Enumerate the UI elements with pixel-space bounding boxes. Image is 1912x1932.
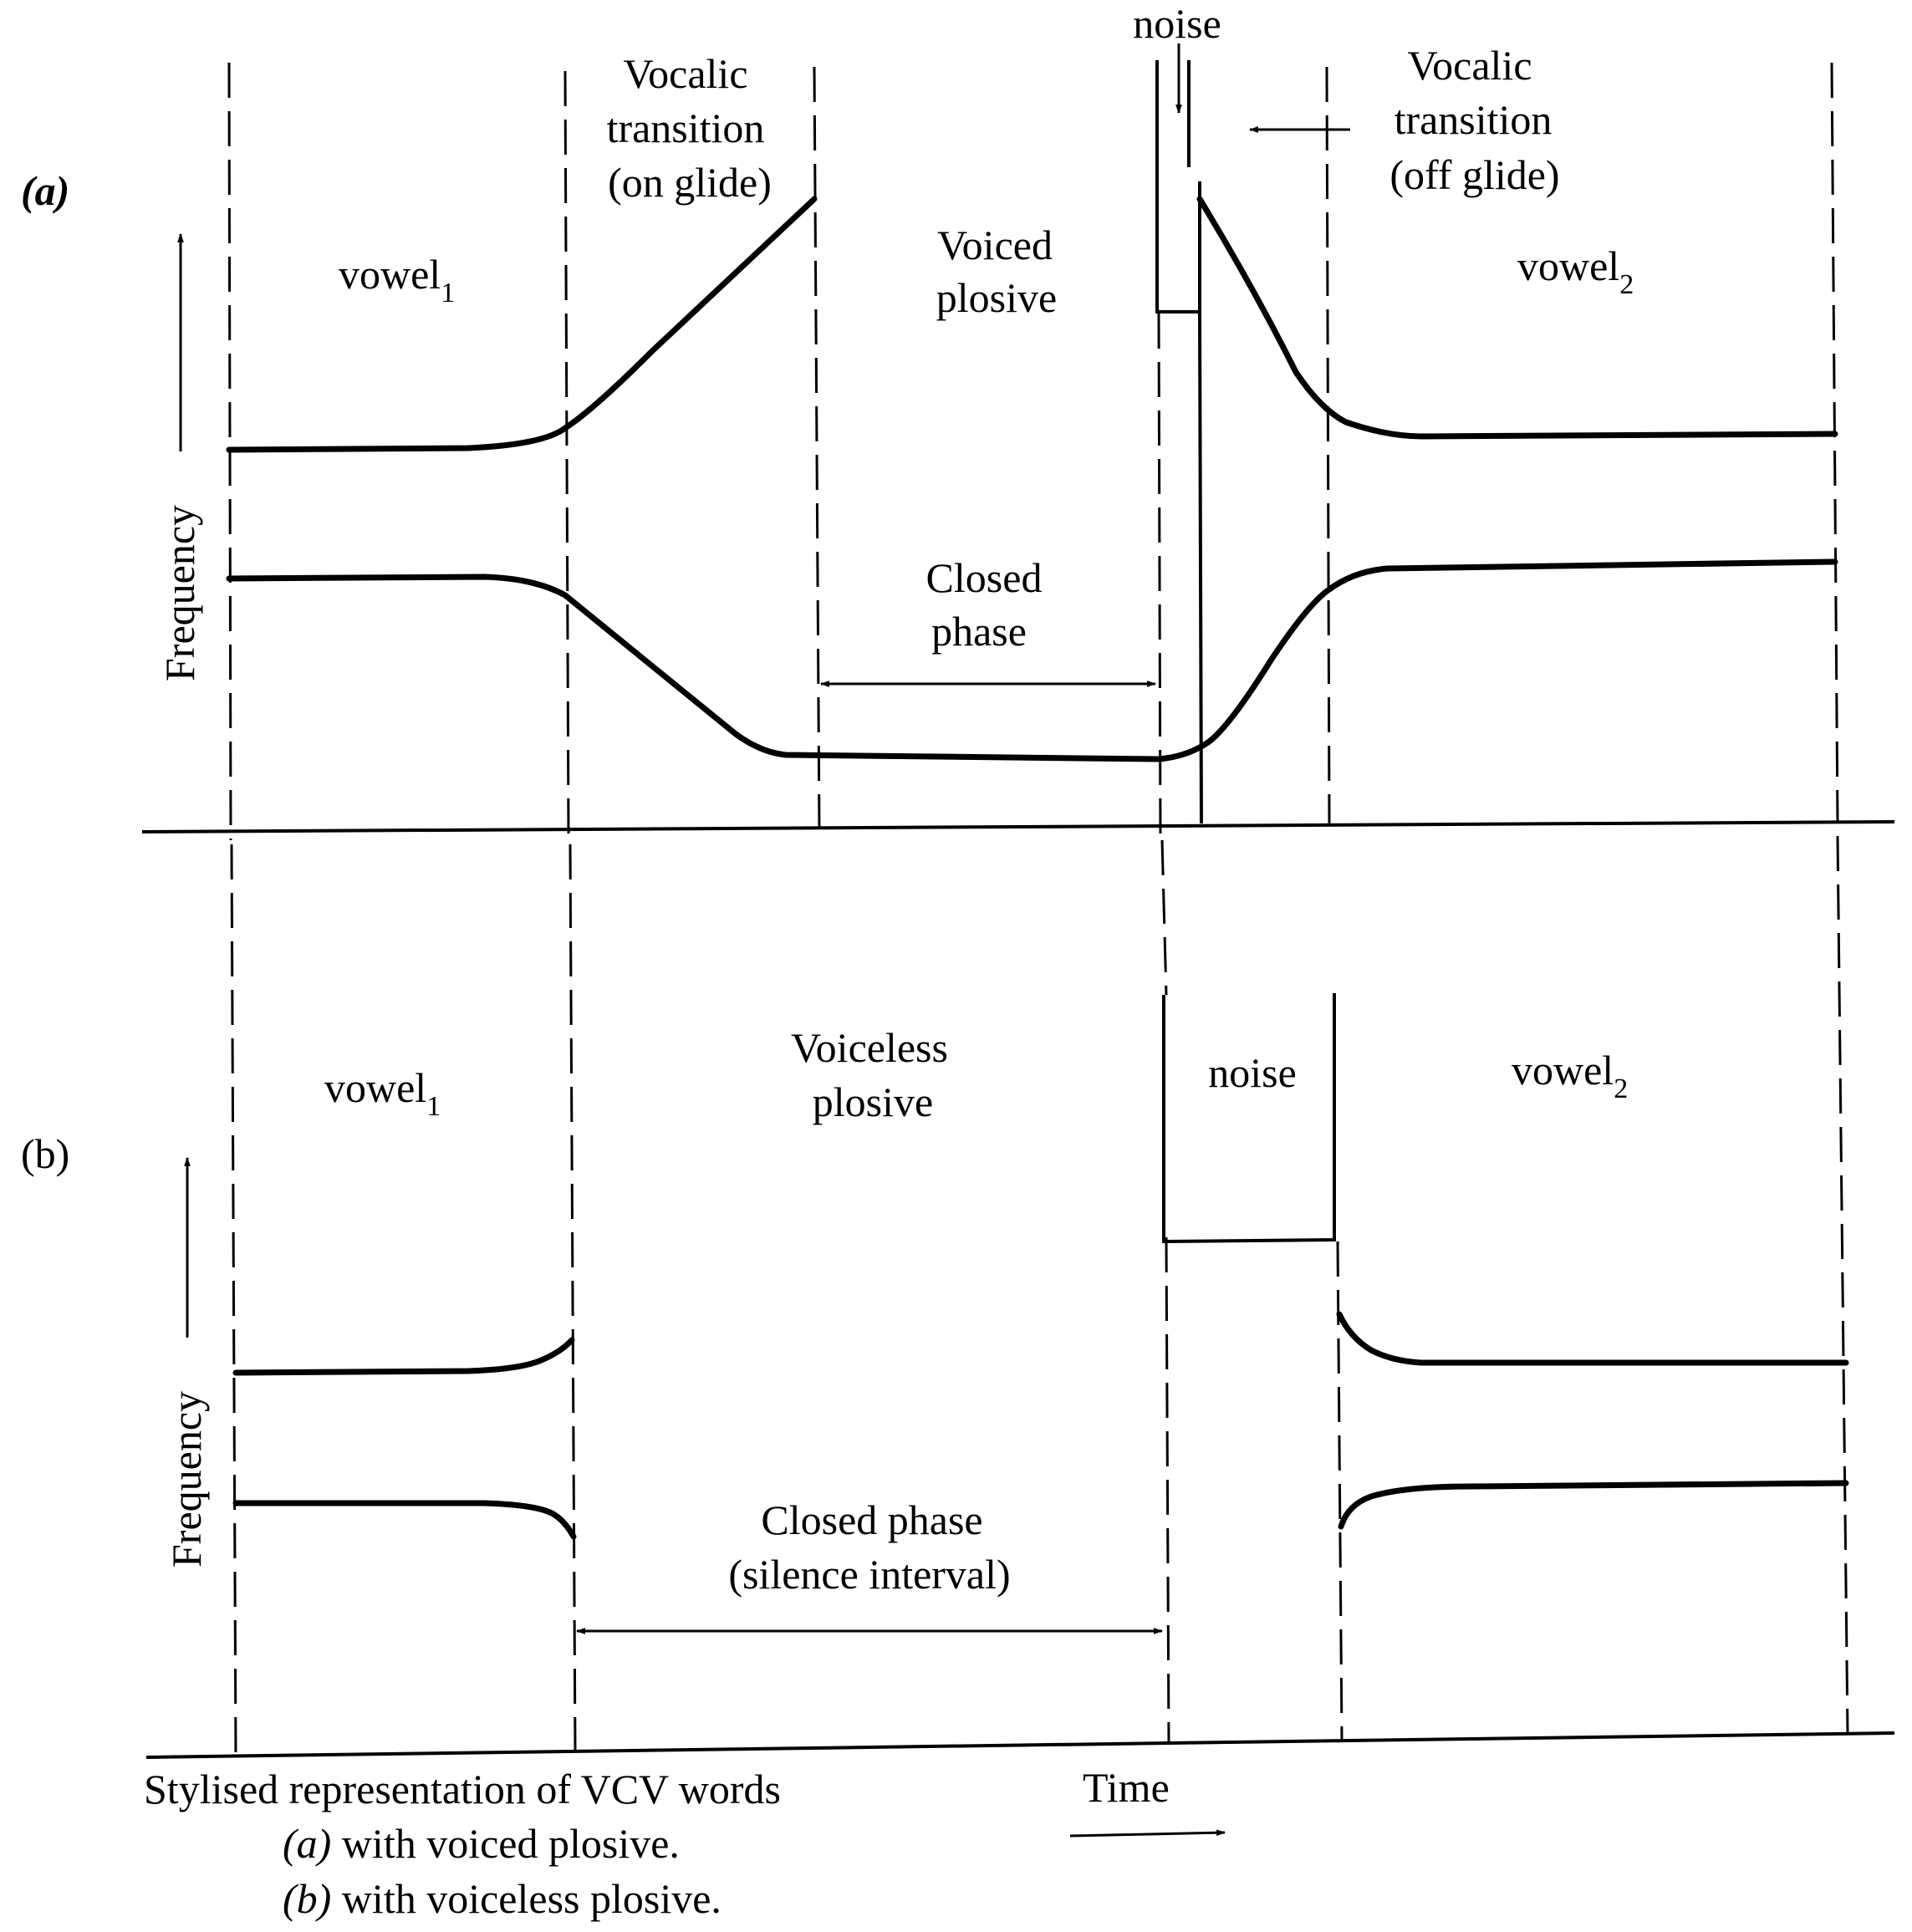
closed-phase-a-line-2: phase [931, 608, 1027, 655]
panel-a-closed-phase-label: Closed phase [926, 554, 1043, 655]
caption: Stylised representation of VCV words (a)… [144, 1766, 781, 1922]
panel-b: (b) Frequency vowel1 vowel2 Voiceless pl… [21, 835, 1895, 1759]
panel-a-boundary-4 [1157, 313, 1162, 841]
closed-phase-b-line-1: Closed phase [761, 1496, 982, 1543]
panel-b-tag: (b) [21, 1130, 69, 1177]
panel-b-formant-upper-left [232, 1337, 575, 1376]
panel-b-boundary-1 [230, 844, 237, 1756]
panel-a-noise-burst [1155, 60, 1201, 314]
voiced-plosive-line-1: Voiced [937, 222, 1053, 268]
voiced-plosive-line-2: plosive [936, 274, 1057, 321]
panel-a-on-glide-label: Vocalic transition (on glide) [607, 50, 772, 206]
caption-line-2: (a) with voiced plosive. [283, 1820, 680, 1867]
panel-b-boundary-6 [1836, 835, 1849, 1736]
panel-b-boundary-5 [1336, 1241, 1343, 1740]
panel-b-closed-phase-label: Closed phase (silence interval) [728, 1496, 1010, 1598]
panel-a-vowel2-label: vowel2 [1517, 242, 1634, 300]
off-glide-line-2: transition [1394, 96, 1553, 143]
time-axis-label: Time [1069, 1764, 1226, 1838]
closed-phase-a-line-1: Closed [926, 554, 1043, 601]
panel-a-off-glide-label: Vocalic transition (off glide) [1389, 42, 1559, 198]
panel-a-boundary-3 [813, 66, 821, 833]
voiceless-plosive-line-2: plosive [813, 1078, 933, 1125]
panel-a-boundary-6 [1325, 66, 1331, 824]
panel-b-ylabel: Frequency [163, 1391, 210, 1568]
panel-a-vowel1-label: vowel1 [339, 251, 455, 308]
panel-a-formant-upper [226, 196, 1838, 453]
time-label: Time [1083, 1764, 1170, 1811]
caption-line-1: Stylised representation of VCV words [144, 1766, 781, 1812]
off-glide-line-3: (off glide) [1389, 151, 1559, 198]
on-glide-line-1: Vocalic [623, 50, 747, 97]
panel-b-formant-lower-left [232, 1500, 577, 1540]
on-glide-line-2: transition [607, 105, 765, 151]
panel-b-voiceless-plosive-label: Voiceless plosive [791, 1024, 948, 1125]
panel-b-noise-burst [1162, 993, 1336, 1244]
panel-a: (a) Frequency vowel1 vowel2 Vocalic tran… [21, 0, 1895, 841]
panel-a-baseline [141, 820, 1895, 833]
panel-b-vowel2-label: vowel2 [1512, 1047, 1628, 1104]
panel-b-boundary-2 [569, 844, 577, 1752]
panel-a-formant-lower [226, 558, 1838, 762]
panel-a-noise-label: noise [1133, 0, 1221, 47]
off-glide-line-1: Vocalic [1407, 42, 1532, 89]
voiceless-plosive-line-1: Voiceless [791, 1024, 948, 1071]
caption-line-3: (b) with voiceless plosive. [283, 1875, 721, 1922]
panel-a-ylabel: Frequency [156, 505, 203, 681]
panel-b-vowel1-label: vowel1 [324, 1064, 441, 1122]
panel-b-baseline [145, 1731, 1895, 1759]
closed-phase-b-line-2: (silence interval) [728, 1551, 1010, 1598]
panel-a-boundary-5 [1198, 313, 1203, 824]
time-arrow [1069, 1829, 1226, 1838]
panel-a-voiced-plosive-label: Voiced plosive [936, 222, 1057, 321]
panel-a-boundary-7 [1830, 62, 1839, 824]
panel-a-boundary-2 [563, 70, 570, 837]
panel-b-boundary-3 [1160, 839, 1168, 996]
panel-b-formant-upper-right [1336, 1311, 1849, 1366]
panel-b-boundary-4 [1165, 1236, 1170, 1744]
on-glide-line-3: (on glide) [608, 159, 772, 206]
panel-b-noise-label: noise [1208, 1049, 1297, 1096]
panel-b-formant-lower-right [1338, 1480, 1849, 1530]
panel-a-tag: (a) [21, 167, 69, 214]
